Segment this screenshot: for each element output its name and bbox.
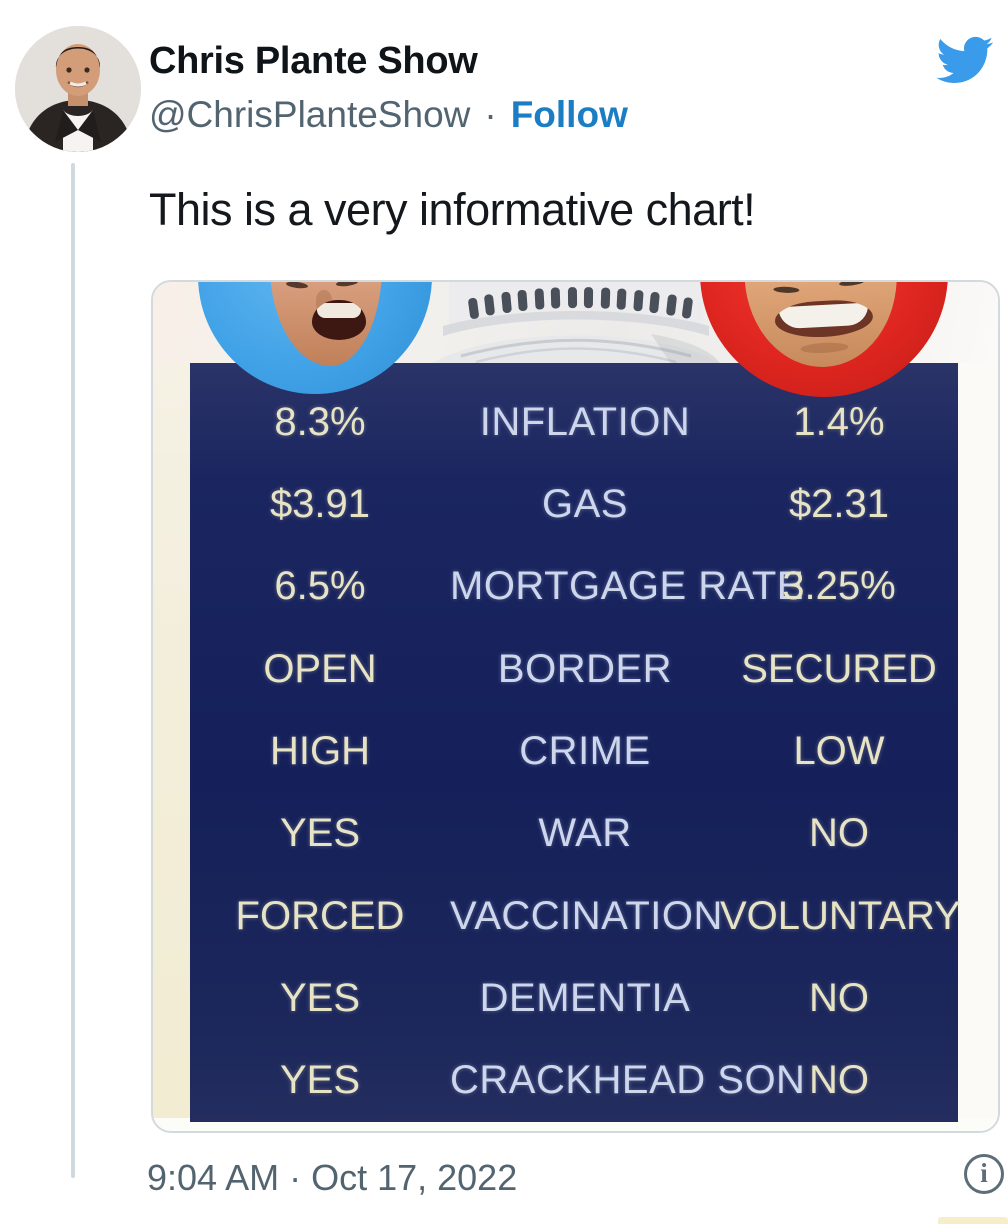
biden-face — [270, 282, 382, 366]
topic-label: CRIME — [519, 728, 651, 773]
biden-value: YES — [279, 1058, 361, 1103]
comparison-row: OPEN BORDER SECURED — [190, 628, 958, 710]
topic-label: VACCINATION — [450, 893, 723, 938]
topic-label: GAS — [542, 481, 628, 526]
dot-separator: · — [484, 94, 497, 135]
topic-label: DEMENTIA — [479, 975, 691, 1020]
trump-value: 1.4% — [793, 399, 885, 444]
trump-value: NO — [809, 975, 869, 1020]
topic-label: WAR — [538, 811, 632, 856]
comparison-row: $3.91 GAS $2.31 — [190, 463, 958, 545]
comparison-row: 8.3% INFLATION 1.4% — [190, 381, 958, 463]
trump-face — [740, 282, 902, 371]
biden-value: YES — [279, 811, 361, 856]
topic-label: BORDER — [497, 646, 673, 691]
info-icon[interactable]: i — [964, 1154, 1004, 1194]
capitol-dome-illustration — [431, 282, 721, 364]
bottom-corner-sliver — [938, 1217, 1008, 1224]
topic-label: INFLATION — [479, 399, 691, 444]
trump-value: SECURED — [741, 646, 937, 691]
author-name[interactable]: Chris Plante Show — [149, 40, 478, 82]
comparison-row: YES DEMENTIA NO — [190, 957, 958, 1039]
biden-eye — [285, 282, 309, 290]
biden-teeth — [317, 303, 361, 318]
biden-eye — [335, 282, 359, 288]
biden-open-mouth — [312, 300, 366, 340]
avatar-illustration — [15, 26, 141, 152]
topic-label: CRACKHEAD SON — [450, 1058, 806, 1103]
trump-value: NO — [809, 811, 869, 856]
tweet-media-image[interactable]: 8.3% INFLATION 1.4% $3.91 GAS $2.31 6.5% MORTGA… — [151, 280, 1000, 1133]
trump-value: 3.25% — [782, 564, 896, 609]
trump-smile — [774, 298, 874, 340]
author-handle[interactable]: @ChrisPlanteShow — [149, 94, 471, 135]
biden-value: OPEN — [263, 646, 377, 691]
timestamp-link[interactable]: 9:04 AM · Oct 17, 2022 — [147, 1157, 518, 1198]
tweet-body-text: This is a very informative chart! — [149, 184, 756, 235]
trump-chin-shadow — [800, 341, 849, 355]
comparison-row: FORCED VACCINATION VOLUNTARY — [190, 875, 961, 957]
twitter-bird-icon[interactable] — [928, 30, 1000, 90]
biden-value: 6.5% — [274, 564, 366, 609]
follow-button[interactable]: Follow — [510, 94, 628, 135]
cream-margin-strip — [153, 363, 190, 1122]
comparison-row: YES CRACKHEAD SON NO — [190, 1040, 958, 1122]
avatar[interactable] — [15, 26, 141, 152]
trump-eye — [838, 282, 866, 288]
biden-value: FORCED — [235, 893, 405, 938]
biden-value: 8.3% — [274, 399, 366, 444]
white-margin-strip — [954, 363, 998, 1122]
author-handle-row: @ChrisPlanteShow · Follow — [149, 94, 628, 136]
biden-value: $3.91 — [269, 481, 371, 526]
comparison-table: 8.3% INFLATION 1.4% $3.91 GAS $2.31 6.5% MORTGA… — [190, 363, 961, 1122]
trump-value: VOLUNTARY — [720, 893, 961, 938]
trump-value: LOW — [793, 728, 885, 773]
topic-label: MORTGAGE RATE — [450, 564, 804, 609]
thread-connector-line — [71, 163, 75, 1178]
trump-value: NO — [809, 1058, 869, 1103]
biden-value: HIGH — [270, 728, 370, 773]
trump-value: $2.31 — [788, 481, 890, 526]
trump-teeth — [778, 302, 870, 330]
comparison-row: HIGH CRIME LOW — [190, 710, 958, 792]
trump-eye — [773, 286, 800, 294]
comparison-row: 6.5% MORTGAGE RATE 3.25% — [190, 546, 958, 628]
biden-value: YES — [279, 975, 361, 1020]
comparison-row: YES WAR NO — [190, 793, 958, 875]
